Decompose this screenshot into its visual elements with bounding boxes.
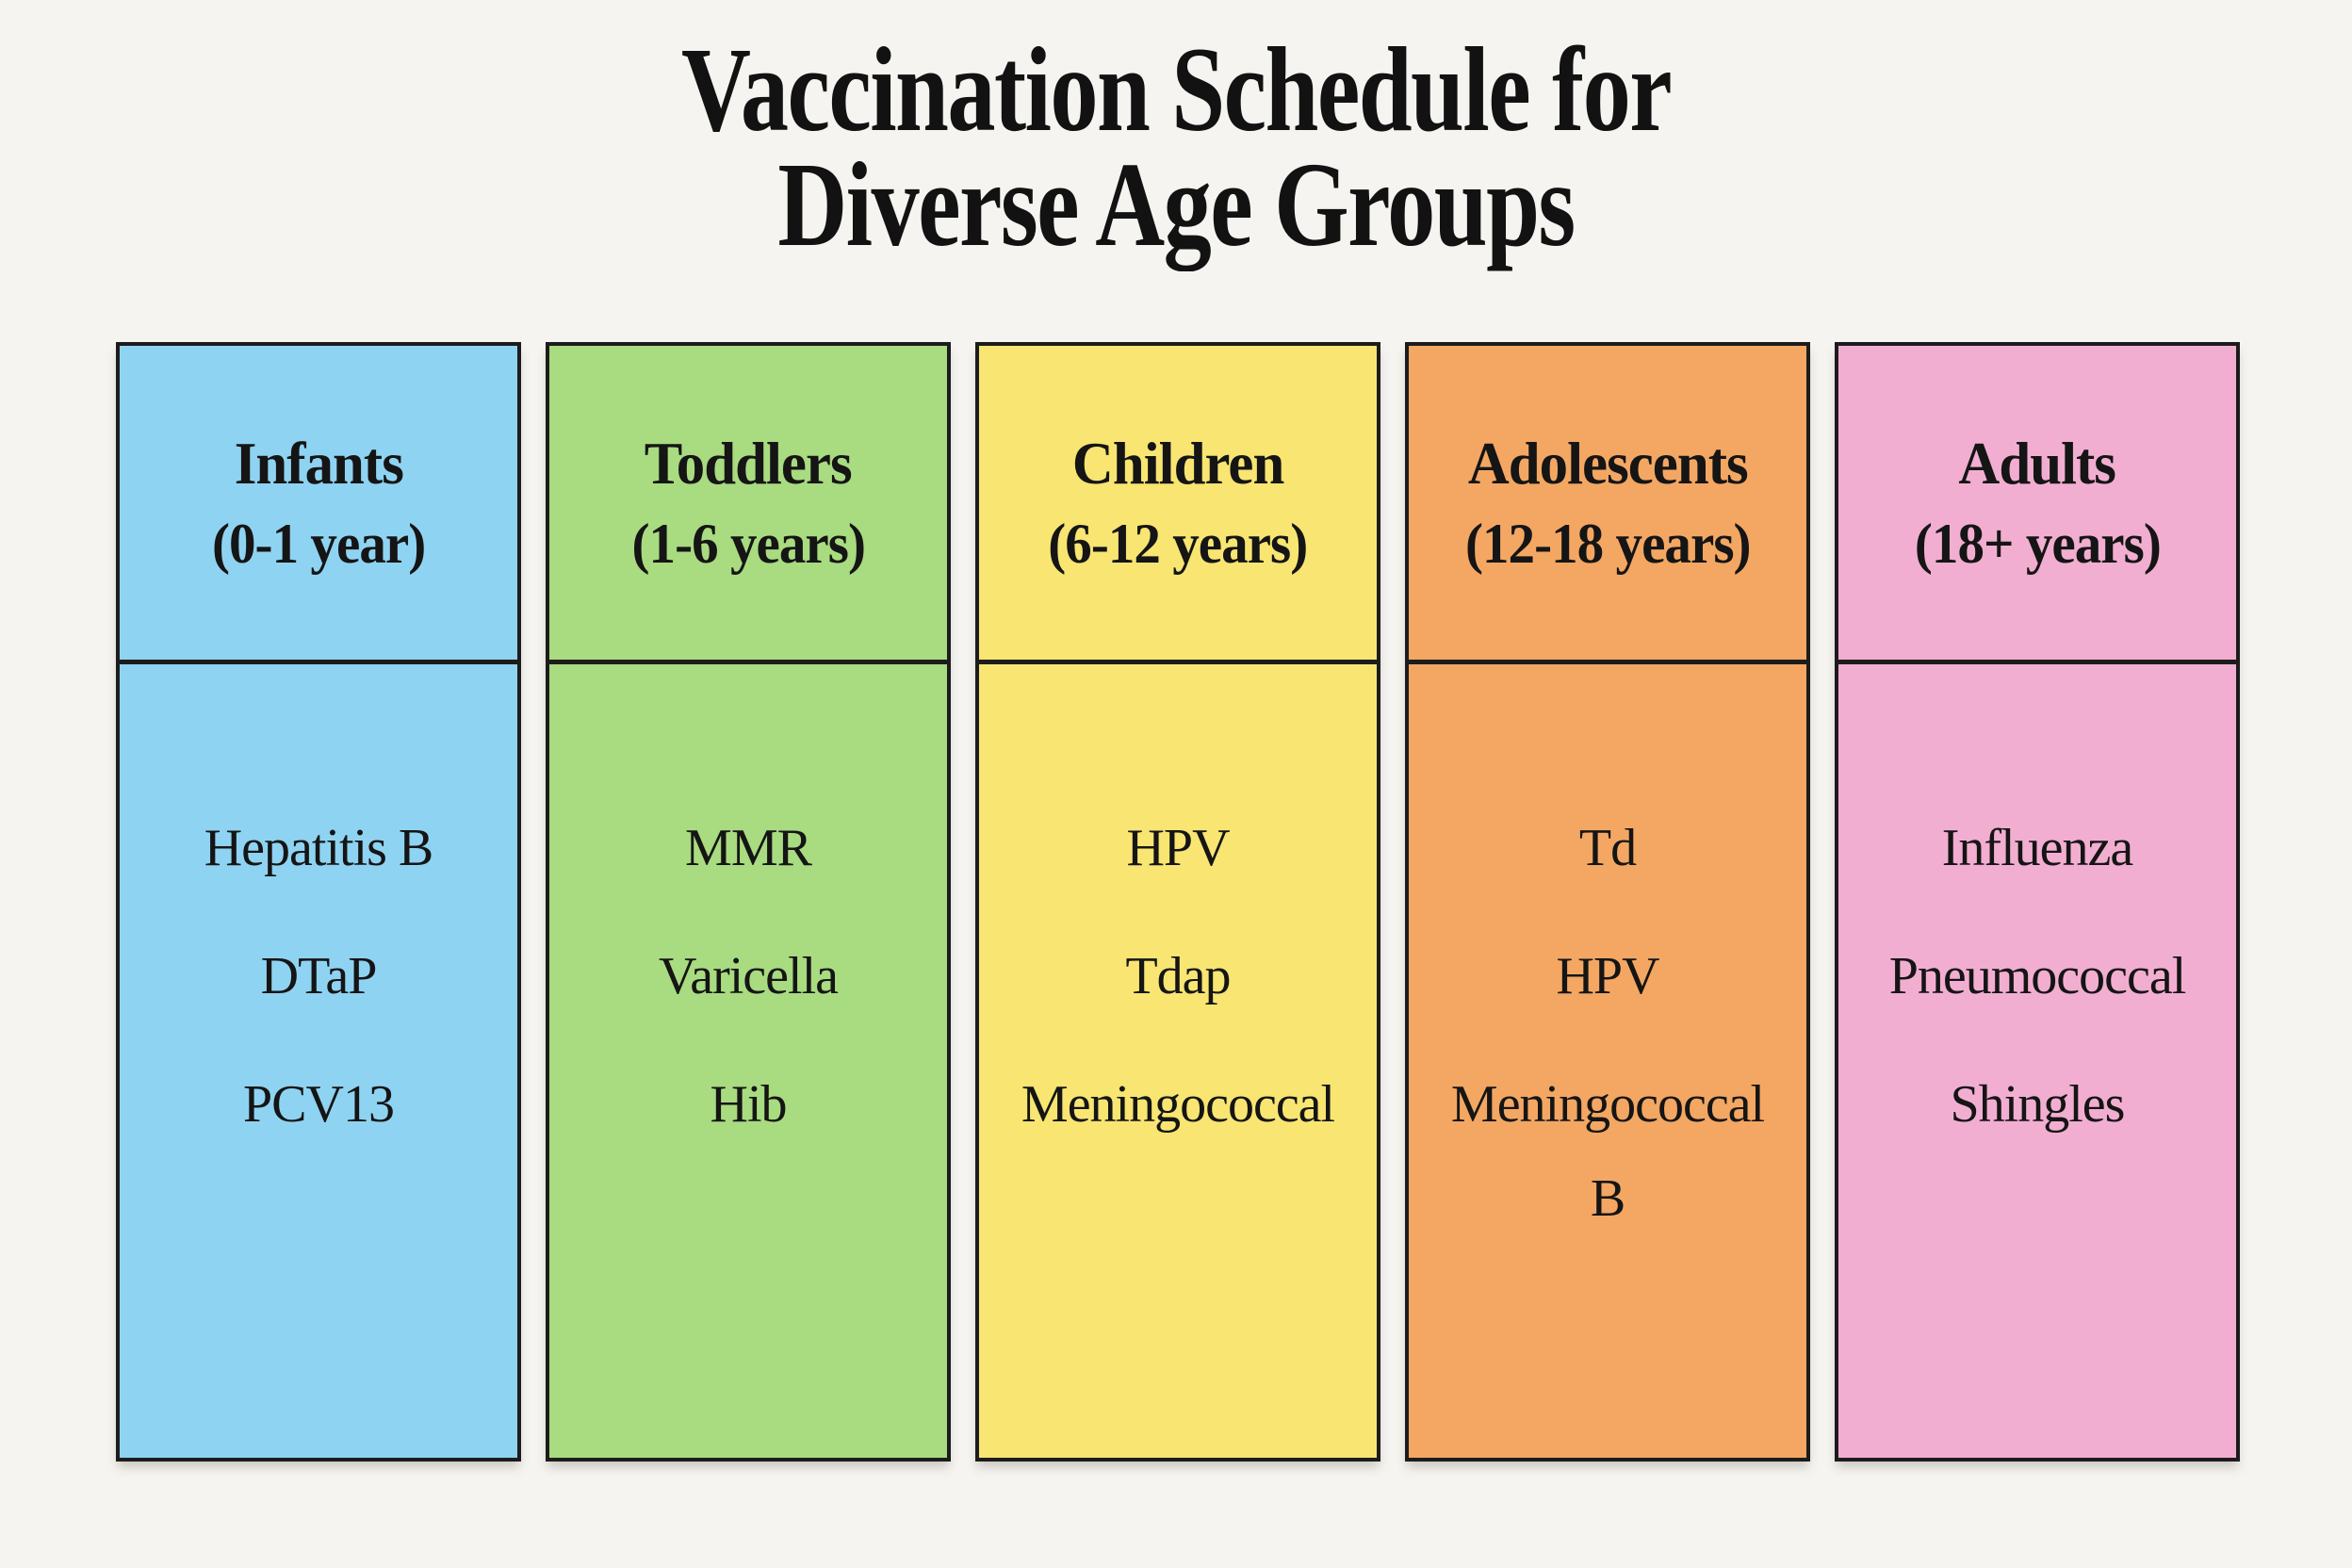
vaccine-item: Shingles — [1950, 1075, 2126, 1134]
vaccine-item: DTaP — [260, 947, 378, 1005]
group-age-range: (1-6 years) — [631, 512, 865, 575]
page-title-line-2: Diverse Age Groups — [777, 138, 1576, 271]
group-name: Adolescents — [1467, 429, 1749, 497]
vaccine-item: Hepatitis B — [204, 819, 434, 877]
vaccine-item: PCV13 — [243, 1075, 395, 1134]
group-age-range: (0-1 year) — [211, 512, 426, 575]
vaccine-list: Hepatitis B DTaP PCV13 — [120, 664, 517, 1458]
age-group-column-infants: Infants (0-1 year) Hepatitis B DTaP PCV13 — [116, 342, 521, 1462]
vaccine-list: Td HPV Meningococcal B — [1409, 664, 1806, 1458]
age-group-column-toddlers: Toddlers (1-6 years) MMR Varicella Hib — [546, 342, 951, 1462]
age-group-column-adolescents: Adolescents (12-18 years) Td HPV Meningococc… — [1405, 342, 1810, 1462]
vaccine-item: Hib — [710, 1075, 788, 1134]
page-title-line-1: Vaccination Schedule for — [680, 23, 1673, 156]
group-name: Children — [1071, 429, 1284, 497]
group-age-range: (18+ years) — [1914, 512, 2161, 575]
vaccine-item: Tdap — [1125, 947, 1231, 1005]
vaccine-item: Meningococcal B — [1450, 1075, 1765, 1228]
vaccine-item: MMR — [685, 819, 812, 877]
age-group-columns: Infants (0-1 year) Hepatitis B DTaP PCV13 Tod… — [116, 342, 2240, 1462]
column-header: Toddlers (1-6 years) — [549, 346, 947, 664]
column-header: Adolescents (12-18 years) — [1409, 346, 1806, 664]
group-name: Infants — [234, 429, 403, 497]
group-age-range: (12-18 years) — [1464, 512, 1752, 575]
column-header: Children (6-12 years) — [979, 346, 1377, 664]
page-title: Vaccination Schedule for Diverse Age Gro… — [0, 23, 2352, 271]
vaccine-item: HPV — [1556, 947, 1659, 1005]
vaccine-item: HPV — [1126, 819, 1230, 877]
column-header: Adults (18+ years) — [1838, 346, 2236, 664]
vaccine-list: Influenza Pneumococcal Shingles — [1838, 664, 2236, 1458]
vaccine-item: Td — [1578, 819, 1637, 877]
age-group-column-children: Children (6-12 years) HPV Tdap Meningococcal — [975, 342, 1380, 1462]
vaccine-list: MMR Varicella Hib — [549, 664, 947, 1458]
column-header: Infants (0-1 year) — [120, 346, 517, 664]
group-name: Toddlers — [645, 429, 853, 497]
age-group-column-adults: Adults (18+ years) Influenza Pneumococcal Sh… — [1835, 342, 2240, 1462]
vaccine-list: HPV Tdap Meningococcal — [979, 664, 1377, 1458]
vaccine-item: Pneumococcal — [1888, 947, 2187, 1005]
group-name: Adults — [1958, 429, 2117, 497]
group-age-range: (6-12 years) — [1048, 512, 1308, 575]
vaccine-item: Varicella — [659, 947, 839, 1005]
vaccine-item: Meningococcal — [1021, 1075, 1335, 1134]
vaccine-item: Influenza — [1941, 819, 2133, 877]
